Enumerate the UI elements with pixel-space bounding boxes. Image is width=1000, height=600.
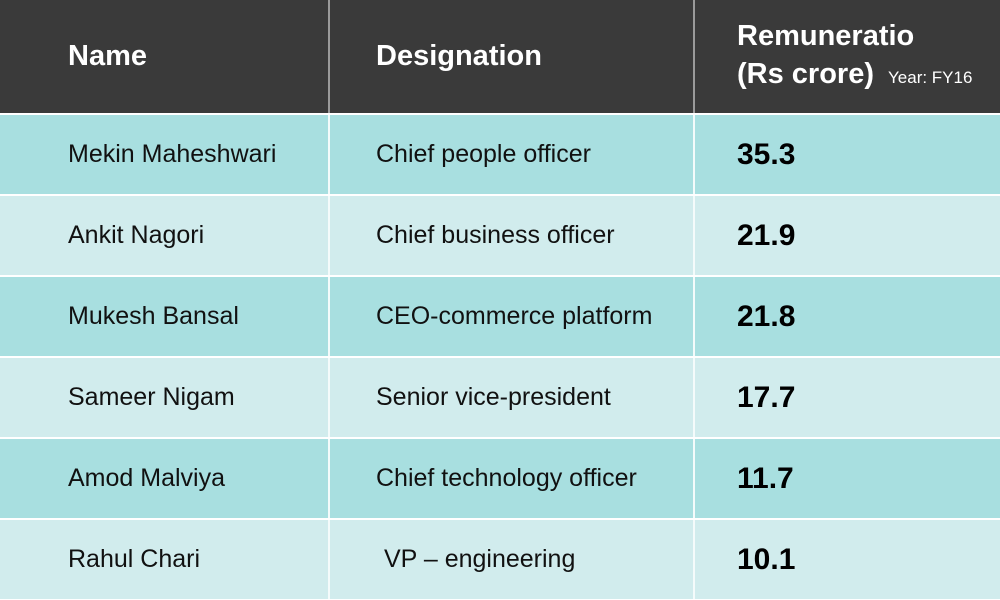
table-header: Name Designation Remuneratio (Rs crore) …	[0, 0, 1000, 113]
table-row: Mukesh Bansal CEO-commerce platform 21.8	[0, 277, 1000, 356]
header-name: Name	[68, 40, 147, 72]
header-designation: Designation	[376, 40, 542, 72]
column-divider	[328, 439, 330, 518]
column-divider	[328, 358, 330, 437]
column-divider	[693, 0, 695, 113]
column-divider	[693, 520, 695, 599]
cell-designation: Senior vice-president	[376, 383, 611, 411]
column-divider	[693, 277, 695, 356]
year-note: Year: FY16	[888, 67, 973, 87]
cell-designation: VP – engineering	[384, 545, 576, 573]
column-divider	[693, 439, 695, 518]
table-row: Sameer Nigam Senior vice-president 17.7	[0, 358, 1000, 437]
cell-name: Mekin Maheshwari	[68, 140, 277, 168]
cell-name: Sameer Nigam	[68, 383, 235, 411]
cell-remuneration: 11.7	[737, 461, 794, 495]
column-divider	[693, 358, 695, 437]
cell-designation: Chief business officer	[376, 221, 615, 249]
cell-remuneration: 17.7	[737, 380, 796, 414]
cell-remuneration: 21.9	[737, 218, 796, 252]
header-remuneration-line2: (Rs crore)	[737, 57, 874, 90]
cell-name: Ankit Nagori	[68, 221, 205, 249]
cell-name: Rahul Chari	[68, 545, 201, 573]
column-divider	[328, 115, 330, 194]
cell-designation: CEO-commerce platform	[376, 302, 653, 330]
cell-designation: Chief people officer	[376, 140, 591, 168]
cell-remuneration: 35.3	[737, 137, 796, 171]
column-divider	[693, 115, 695, 194]
header-remuneration-line1: Remuneratio	[737, 19, 915, 52]
cell-name: Amod Malviya	[68, 464, 225, 492]
column-divider	[328, 196, 330, 275]
table-row: Amod Malviya Chief technology officer 11.7	[0, 439, 1000, 518]
cell-remuneration: 10.1	[737, 542, 796, 576]
column-divider	[328, 520, 330, 599]
cell-remuneration: 21.8	[737, 299, 796, 333]
column-divider	[328, 277, 330, 356]
cell-name: Mukesh Bansal	[68, 302, 239, 330]
table-row: Mekin Maheshwari Chief people officer 35.3	[0, 115, 1000, 194]
table-row: Rahul Chari VP – engineering 10.1	[0, 520, 1000, 599]
table-row: Ankit Nagori Chief business officer 21.9	[0, 196, 1000, 275]
column-divider	[693, 196, 695, 275]
cell-designation: Chief technology officer	[376, 464, 637, 492]
column-divider	[328, 0, 330, 113]
header-remuneration: Remuneratio (Rs crore) Year: FY16	[737, 0, 972, 113]
